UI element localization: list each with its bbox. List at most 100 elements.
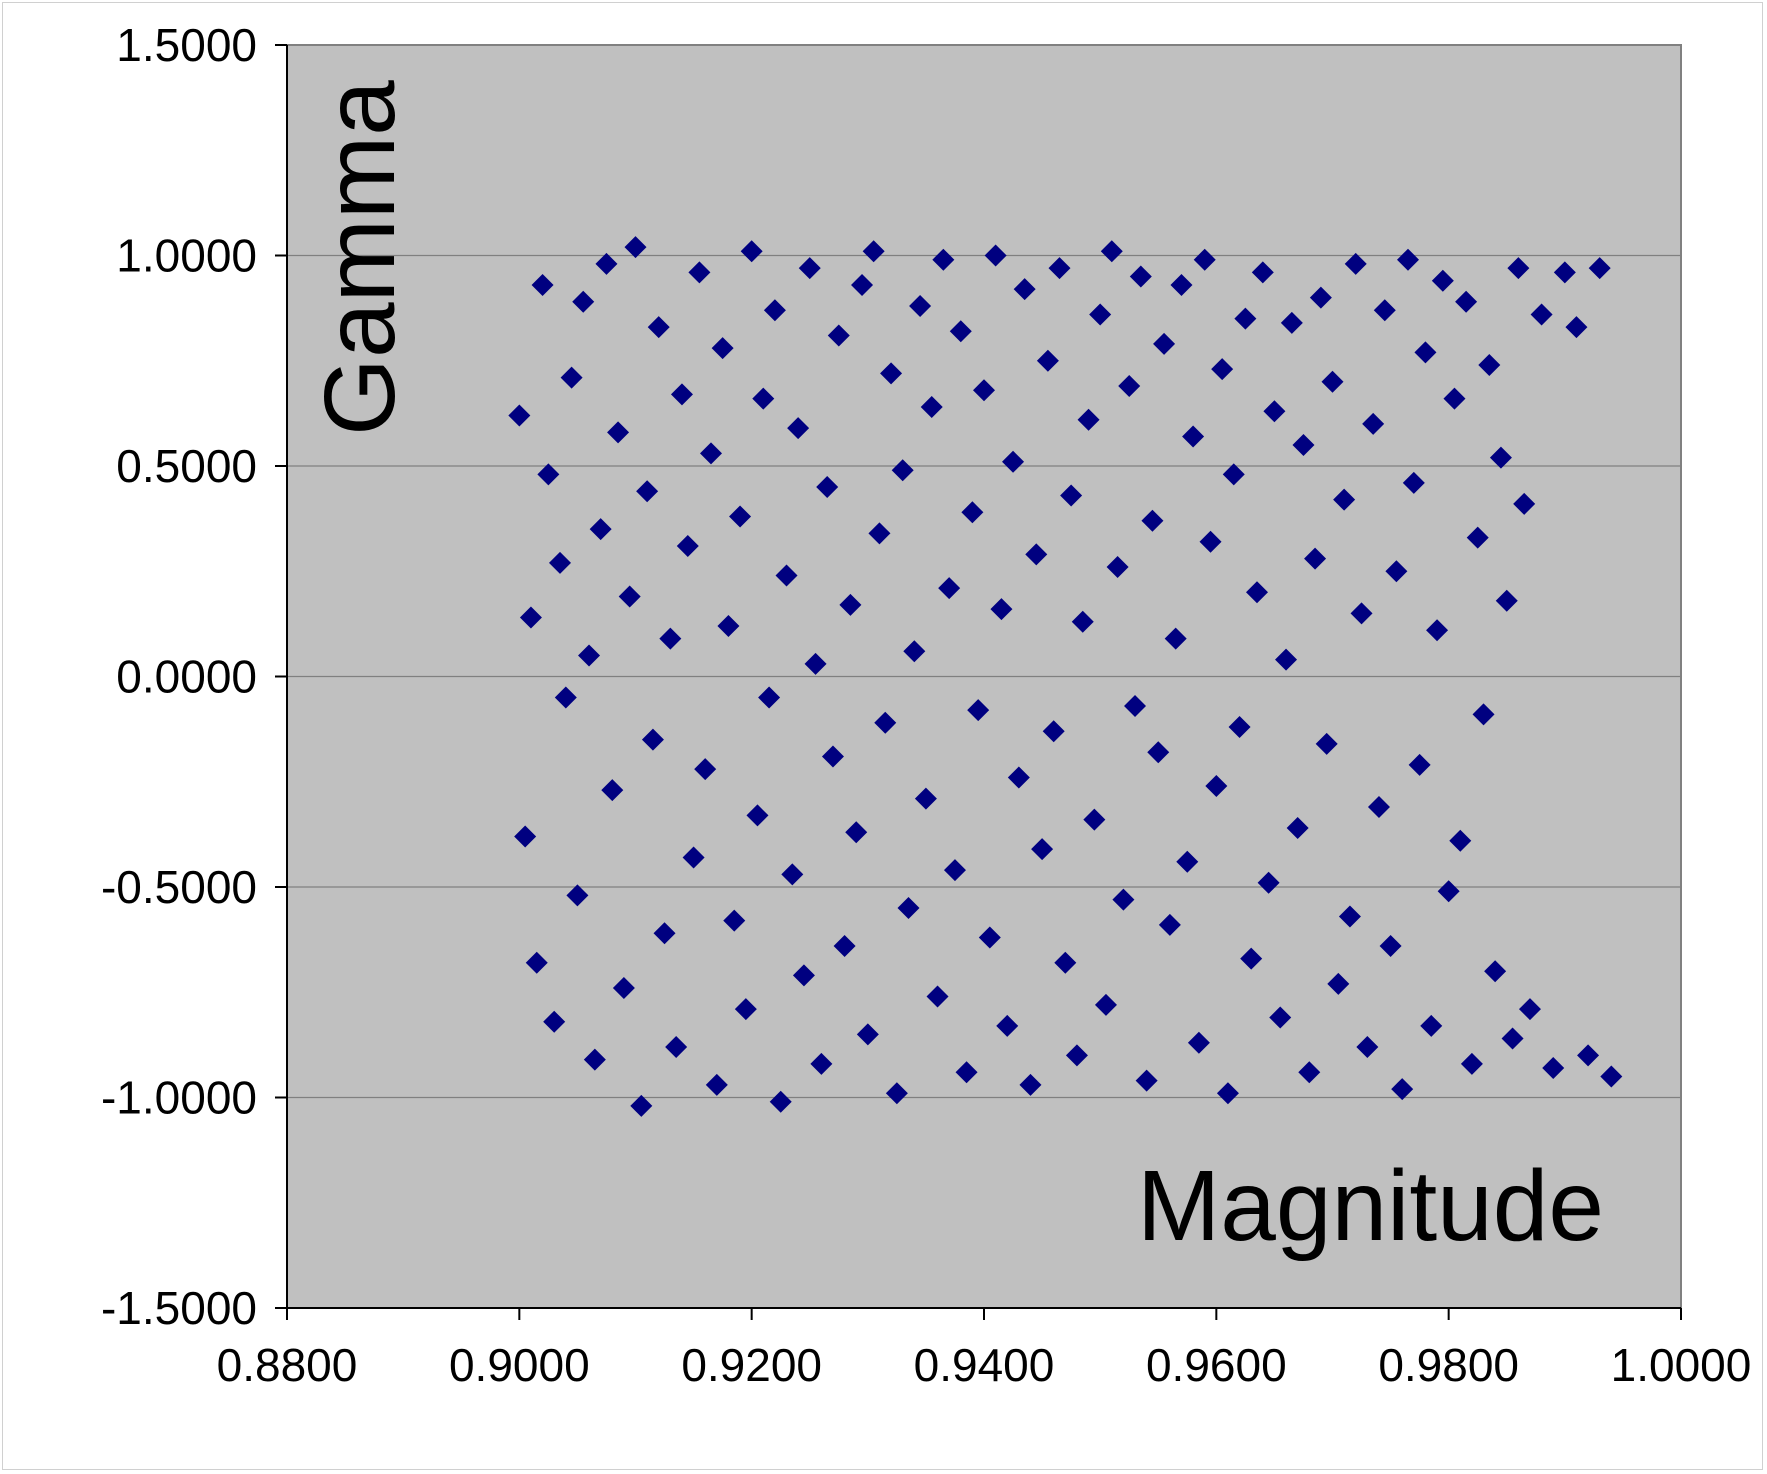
scatter-point [1501,1027,1524,1050]
scatter-point [705,1073,728,1096]
scatter-point [1437,880,1460,903]
scatter-point [1257,871,1280,894]
scatter-point [885,1082,908,1105]
scatter-point [1106,556,1129,579]
scatter-point [560,366,583,389]
scatter-point [816,476,839,499]
scatter-point [1600,1065,1623,1088]
y-tick-label: 1.0000 [116,230,257,282]
scatter-point [601,779,624,802]
scatter-point [891,459,914,482]
scatter-point [1089,303,1112,326]
scatter-point [1333,488,1356,511]
scatter-point [583,1048,606,1071]
scatter-point [1245,581,1268,604]
scatter-point [1205,774,1228,797]
scatter-point [1147,741,1170,764]
scatter-point [1356,1035,1379,1058]
scatter-point [665,1035,688,1058]
scatter-point [1216,1082,1239,1105]
scatter-point [984,244,1007,267]
scatter-point [531,273,554,296]
scatter-point [1292,433,1315,456]
scatter-point [519,606,542,629]
scatter-point [612,977,635,1000]
y-axis-title: Gamma [304,80,416,436]
scatter-point [1321,370,1344,393]
scatter-point [1472,703,1495,726]
scatter-point [781,863,804,886]
scatter-point [1002,450,1025,473]
scatter-point [862,240,885,263]
scatter-point [920,396,943,419]
scatter-point [1484,960,1507,983]
scatter-point [508,404,531,427]
scatter-point [1577,1044,1600,1067]
scatter-point [851,273,874,296]
x-tick-labels: 0.8800 0.9000 0.9200 0.9400 0.9600 0.9800 1.00… [217,1339,1752,1391]
scatter-point [711,337,734,360]
scatter-point [734,998,757,1021]
scatter-point [856,1023,879,1046]
scatter-point [1170,273,1193,296]
scatter-point [1350,602,1373,625]
scatter-point [1193,248,1216,271]
scatter-point [961,501,984,524]
scatter-point [653,922,676,945]
scatter-point [1141,509,1164,532]
scatter-point [641,728,664,751]
scatter-point [1275,648,1298,671]
scatter-point [909,295,932,318]
scatter-point [1199,530,1222,553]
scatter-point [618,585,641,608]
scatter-point [1129,265,1152,288]
scatter-point [1298,1061,1321,1084]
scatter-point [874,711,897,734]
x-tick-label: 0.9800 [1378,1339,1519,1391]
scatter-point [566,884,589,907]
scatter-point [1530,303,1553,326]
scatter-point [1222,463,1245,486]
scatter-point [1397,248,1420,271]
scatter-point [1286,817,1309,840]
y-tick-label: 0.5000 [116,440,257,492]
scatter-point [967,699,990,722]
scatter-point [1007,766,1030,789]
scatter-point [758,686,781,709]
scatter-point [1385,560,1408,583]
scatter-point [688,261,711,284]
scatter-point [1112,888,1135,911]
scatter-point [723,909,746,932]
scatter-point [1367,796,1390,819]
data-points [508,236,1623,1117]
scatter-point [659,627,682,650]
scatter-point [1251,261,1274,284]
scatter-point [1373,299,1396,322]
scatter-point [636,480,659,503]
scatter-point [839,593,862,616]
x-tick-label: 0.8800 [217,1339,358,1391]
scatter-point [595,252,618,275]
scatter-point [1309,286,1332,309]
scatter-point [1402,471,1425,494]
scatter-point [1455,290,1478,313]
scatter-point [1460,1052,1483,1075]
scatter-point [897,897,920,920]
scatter-point [1100,240,1123,263]
scatter-point [1048,257,1071,280]
y-tick-labels: 1.5000 1.0000 0.5000 0.0000 -0.5000 -1.0000 -1… [101,19,257,1334]
scatter-point [1518,998,1541,1021]
scatter-point [1031,838,1054,861]
scatter-point [1118,375,1141,398]
scatter-point [694,758,717,781]
y-tick-label: -1.5000 [101,1282,257,1334]
scatter-point [1414,341,1437,364]
scatter-point [525,951,548,974]
scatter-point [1379,934,1402,957]
scatter-point [1489,446,1512,469]
scatter-point [821,745,844,768]
scatter-point [1071,610,1094,633]
scatter-point [1315,732,1338,755]
scatter-point [554,686,577,709]
